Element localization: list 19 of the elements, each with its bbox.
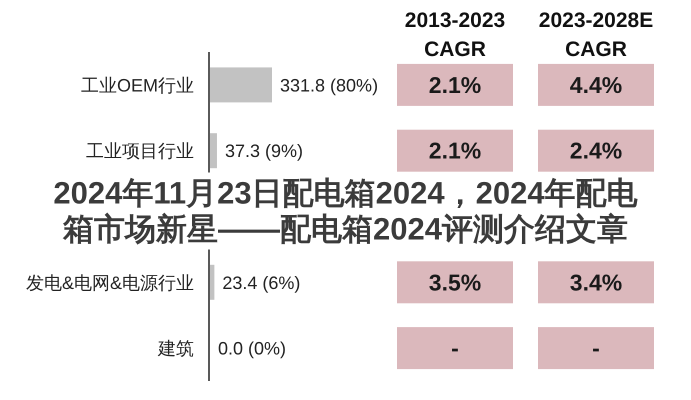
data-label: 331.8 (80%) [280, 75, 378, 96]
data-label: 37.3 (9%) [224, 141, 304, 162]
text: 2.1% [428, 138, 482, 164]
text: 4.4% [570, 72, 622, 98]
text: - [451, 335, 459, 362]
y-tick-label: 建筑 [157, 338, 194, 359]
text: - [592, 335, 600, 362]
text: 3.4% [570, 269, 622, 296]
text: 3.5% [428, 269, 482, 296]
category-label: 2013-2023 CAGR [404, 9, 506, 61]
y-tick-label: 工业项目行业 [86, 141, 194, 162]
category-label: 2023-2028E CAGR [538, 9, 654, 61]
text: 2.4% [570, 138, 622, 164]
text: 2024年11月23日配电箱2024，2024年配电箱市场新星——配电箱2024评测介绍文章 [53, 176, 639, 246]
y-tick-label: 工业OEM行业 [80, 75, 194, 96]
y-tick-label: 发电&电网&电源行业 [26, 272, 194, 293]
data-label: 23.4 (6%) [222, 272, 300, 293]
text: 2.1% [428, 72, 482, 98]
data-label: 0.0 (0%) [218, 338, 286, 359]
